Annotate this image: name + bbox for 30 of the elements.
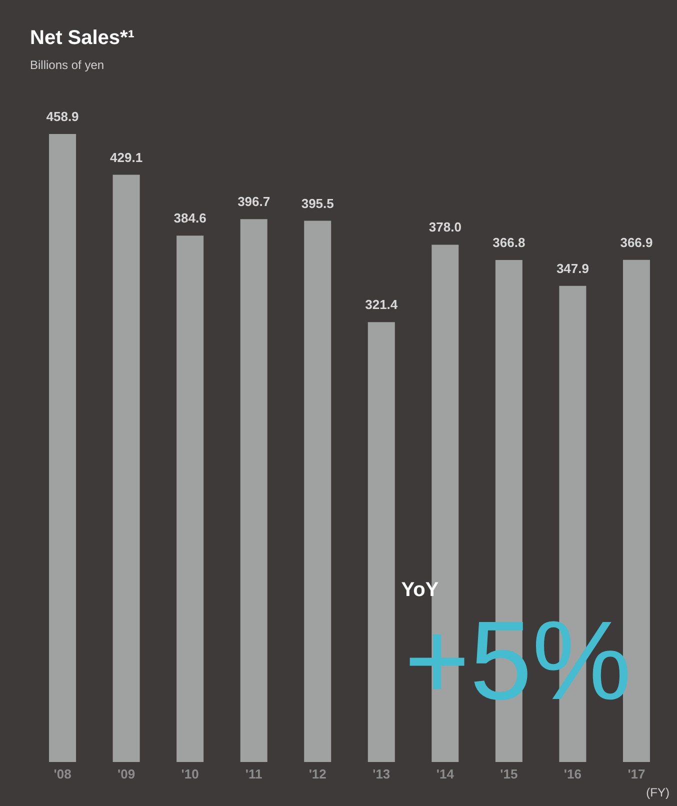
bar [112, 174, 140, 762]
data-label: 366.8 [492, 235, 526, 250]
x-tick-label: '15 [500, 766, 518, 782]
data-label: 347.9 [556, 260, 589, 276]
annotation: YoY [401, 579, 440, 601]
x-tick-label: '14 [436, 766, 455, 782]
chart-subtitle: Billions of yen [30, 58, 104, 72]
x-tick-label: '08 [54, 766, 72, 782]
data-label: 384.6 [174, 210, 206, 226]
x-tick-label: '16 [564, 766, 582, 782]
chart-title: Net Sales*¹ [30, 27, 135, 49]
x-tick-label: '09 [118, 766, 136, 782]
bar [304, 220, 332, 762]
data-label: 366.9 [620, 234, 653, 250]
x-tick-label: '13 [372, 766, 390, 782]
x-tick-label: '17 [628, 766, 646, 782]
data-label: 321.4 [365, 297, 398, 312]
x-tick-label: '10 [181, 766, 199, 782]
data-label: 458.9 [46, 109, 79, 124]
bar [176, 236, 204, 762]
bar [240, 219, 268, 762]
bar [49, 134, 76, 762]
data-label: 396.7 [238, 194, 270, 210]
data-label: 429.1 [110, 150, 143, 165]
x-axis-title: (FY) [646, 786, 670, 800]
bar [368, 322, 395, 762]
data-label: 395.5 [301, 196, 334, 211]
x-tick-label: '11 [245, 766, 262, 782]
x-tick-label: '12 [308, 766, 326, 782]
data-label: 378.0 [428, 220, 462, 235]
